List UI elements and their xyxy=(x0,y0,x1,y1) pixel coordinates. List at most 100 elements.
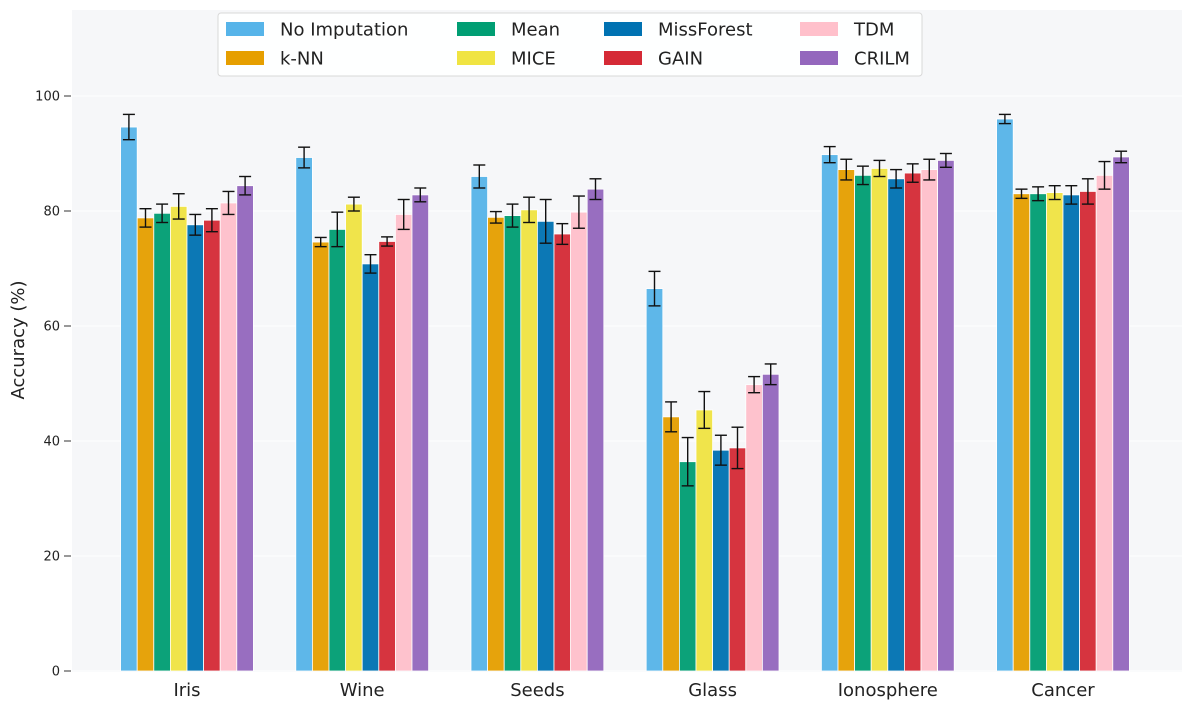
bar-crilm-seeds xyxy=(586,188,605,672)
error-bar xyxy=(1015,188,1028,200)
error-bar xyxy=(823,145,836,164)
x-tick-label-iris: Iris xyxy=(173,680,200,701)
error-bar xyxy=(298,146,311,169)
bar-mean-cancer xyxy=(1029,193,1047,672)
error-bar xyxy=(890,168,903,189)
legend-swatch xyxy=(226,51,264,65)
error-bar xyxy=(1032,186,1045,202)
grid-lines xyxy=(72,95,1182,672)
bar-mice-wine xyxy=(345,203,363,672)
error-bar xyxy=(572,195,585,229)
y-tick-label: 100 xyxy=(35,90,60,105)
bar-tdm-iris xyxy=(219,202,238,672)
error-bar xyxy=(364,253,377,274)
bar-no-imputation-glass xyxy=(645,288,664,672)
bar-mean-glass xyxy=(679,461,697,672)
bar-no-imputation-cancer xyxy=(996,118,1014,672)
bar-crilm-glass xyxy=(762,373,780,672)
bar-mice-seeds xyxy=(520,209,538,672)
bar-gain-glass xyxy=(728,447,747,672)
bar-k-nn-cancer xyxy=(1012,193,1031,672)
error-bar xyxy=(856,165,869,186)
error-bar xyxy=(873,159,886,178)
error-bar xyxy=(523,196,536,224)
legend-label: TDM xyxy=(853,20,894,41)
bars-group xyxy=(120,118,1130,672)
bar-tdm-ionosphere xyxy=(920,169,939,672)
error-bar xyxy=(998,113,1011,125)
error-bar xyxy=(381,236,394,247)
error-bar xyxy=(681,436,694,487)
bar-tdm-seeds xyxy=(570,211,588,672)
bar-crilm-wine xyxy=(411,194,430,672)
error-bar xyxy=(1065,184,1078,205)
legend-frame xyxy=(217,12,923,77)
legend-swatch xyxy=(457,51,495,65)
error-bar xyxy=(222,190,235,216)
bar-crilm-iris xyxy=(236,185,254,672)
legend-swatch xyxy=(800,51,838,65)
bar-k-nn-seeds xyxy=(487,216,505,672)
bar-k-nn-ionosphere xyxy=(837,169,856,672)
error-bar xyxy=(748,375,761,394)
bar-tdm-wine xyxy=(394,214,413,672)
legend-label: MissForest xyxy=(658,20,753,41)
error-bar xyxy=(1081,178,1094,205)
legend-swatch xyxy=(226,22,264,36)
bar-mice-cancer xyxy=(1046,192,1064,672)
error-bar xyxy=(139,207,152,228)
bar-no-imputation-wine xyxy=(295,157,313,672)
error-bar xyxy=(1098,160,1111,190)
x-tick-label-seeds: Seeds xyxy=(510,680,564,701)
legend-item-mice: MICE xyxy=(457,49,556,70)
legend-swatch xyxy=(604,51,642,65)
bar-mice-glass xyxy=(695,409,714,672)
legend-swatch xyxy=(604,22,642,36)
error-bar xyxy=(764,363,777,386)
error-bar xyxy=(122,113,135,141)
bar-mice-ionosphere xyxy=(870,168,889,672)
x-axis-labels: Iris Wine Seeds Glass Ionosphere Cancer xyxy=(173,680,1095,701)
error-bar xyxy=(648,270,661,307)
bar-gain-ionosphere xyxy=(904,172,922,672)
bar-mean-wine xyxy=(328,228,347,672)
error-bar xyxy=(489,210,502,224)
error-bar xyxy=(840,158,853,181)
bar-gain-wine xyxy=(378,241,396,672)
bar-mean-iris xyxy=(153,212,171,672)
legend-item-crilm: CRILM xyxy=(800,49,910,70)
legend-label: No Imputation xyxy=(280,20,408,41)
error-bar xyxy=(397,198,410,231)
bar-missforest-wine xyxy=(361,263,380,672)
x-tick-label-cancer: Cancer xyxy=(1031,680,1095,701)
error-bar xyxy=(205,207,218,233)
legend-label: Mean xyxy=(511,20,560,41)
error-bar xyxy=(331,211,344,248)
legend-swatch xyxy=(800,22,838,36)
bar-k-nn-glass xyxy=(662,416,680,672)
bar-tdm-glass xyxy=(745,384,763,672)
error-bar xyxy=(698,390,711,430)
error-bar xyxy=(665,401,678,433)
bar-tdm-cancer xyxy=(1095,174,1114,672)
error-bar xyxy=(939,152,952,169)
error-bar xyxy=(906,163,919,183)
error-bar xyxy=(923,158,936,181)
bar-mice-iris xyxy=(169,205,188,672)
error-bar xyxy=(1048,184,1061,201)
y-tick-label: 80 xyxy=(43,205,60,220)
bar-mean-ionosphere xyxy=(854,174,872,672)
legend: No Imputation k-NN Mean MICE MissForest GAIN T… xyxy=(217,12,923,77)
bar-mean-seeds xyxy=(503,215,522,672)
bar-missforest-ionosphere xyxy=(887,178,905,672)
legend-item-missforest: MissForest xyxy=(604,20,753,41)
legend-item-k-nn: k-NN xyxy=(226,49,324,70)
error-bar xyxy=(556,222,569,246)
bar-missforest-glass xyxy=(712,449,730,672)
bar-crilm-cancer xyxy=(1112,156,1130,672)
error-bars-group xyxy=(122,113,1128,487)
error-bar xyxy=(189,213,202,236)
bar-missforest-seeds xyxy=(537,220,555,672)
bar-gain-iris xyxy=(203,219,221,672)
